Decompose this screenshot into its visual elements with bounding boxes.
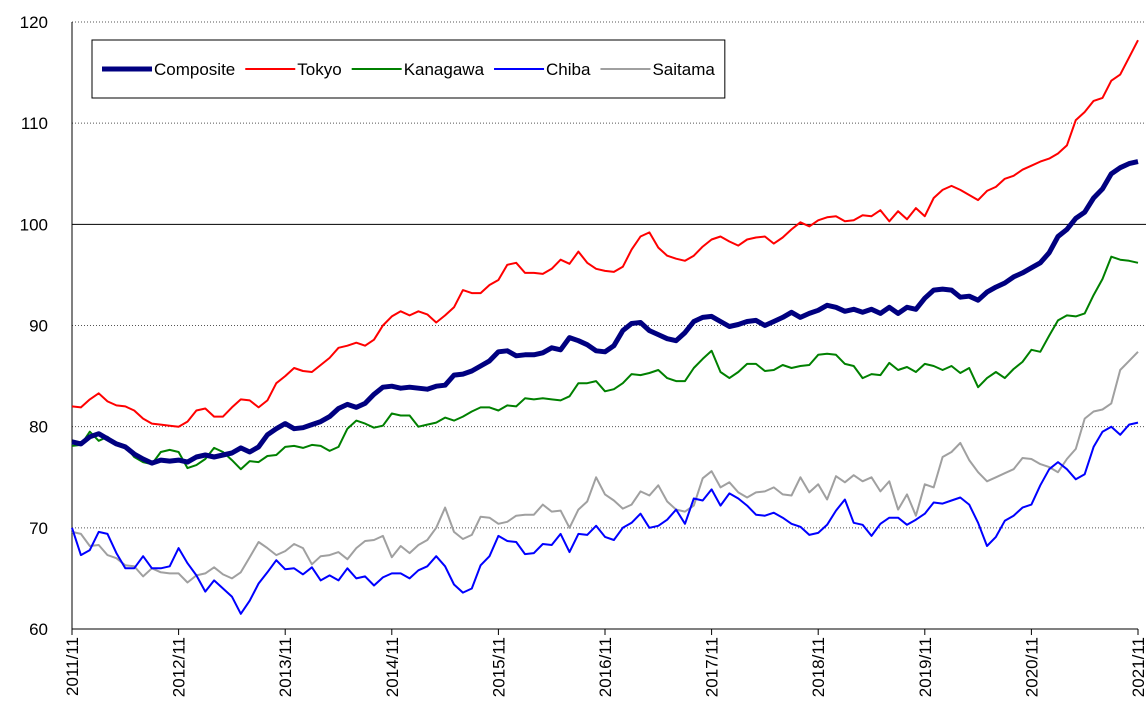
y-tick-label: 110 xyxy=(21,114,48,133)
y-tick-label: 90 xyxy=(29,317,48,336)
legend-label: Chiba xyxy=(546,60,591,79)
y-tick-label: 100 xyxy=(20,215,48,234)
y-tick-label: 70 xyxy=(29,519,48,538)
legend: Composite Tokyo Kanagawa Chiba Saitama xyxy=(91,39,726,99)
x-tick-label: 2015/11 xyxy=(489,637,508,697)
legend-label: Tokyo xyxy=(297,60,341,79)
x-tick-label: 2014/11 xyxy=(383,637,402,697)
x-tick-label: 2021/11 xyxy=(1129,637,1148,697)
legend-label: Composite xyxy=(154,60,235,79)
series-line xyxy=(71,351,1139,584)
y-tick-label: 120 xyxy=(20,13,48,32)
x-tick-label: 2012/11 xyxy=(170,637,189,697)
y-tick-label: 60 xyxy=(29,620,48,639)
x-tick-label: 2019/11 xyxy=(916,637,935,697)
series-line xyxy=(71,39,1139,428)
x-tick-label: 2013/11 xyxy=(276,637,295,697)
x-tick-label: 2011/11 xyxy=(63,637,82,696)
legend-label: Kanagawa xyxy=(404,60,485,79)
y-tick-label: 80 xyxy=(29,418,48,437)
series-line xyxy=(71,159,1139,466)
x-tick-label: 2017/11 xyxy=(703,637,722,697)
legend-label: Saitama xyxy=(652,60,715,79)
x-tick-label: 2020/11 xyxy=(1022,637,1041,697)
series-line xyxy=(71,255,1139,471)
x-tick-label: 2018/11 xyxy=(809,637,828,697)
x-tick-label: 2016/11 xyxy=(596,637,615,697)
series-line xyxy=(71,421,1139,615)
